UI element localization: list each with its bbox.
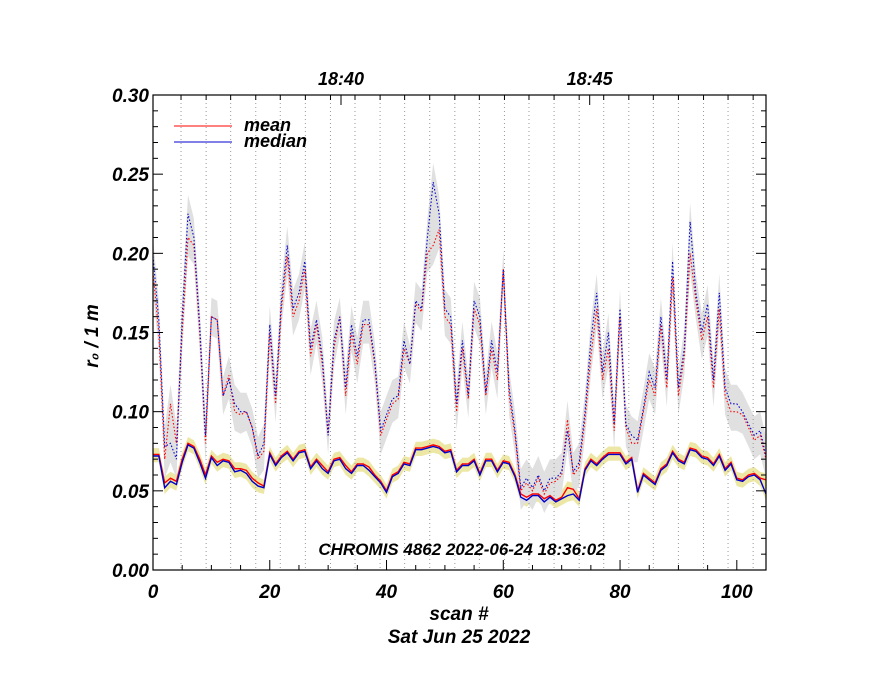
time-tick-label-0: 18:40: [318, 69, 364, 89]
y-tick-label-4: 0.20: [112, 244, 149, 265]
time-tick-label-1: 18:45: [567, 69, 614, 89]
plot-frame: [152, 94, 767, 571]
x-tick-label-1: 20: [258, 582, 281, 603]
series-line-median-low: [153, 443, 767, 503]
x-tick-label-3: 60: [493, 582, 515, 603]
series-line-mean-low: [153, 442, 767, 502]
y-tick-label-3: 0.15: [112, 324, 149, 345]
series-lines: [152, 181, 767, 503]
y-tick-label-5: 0.25: [112, 165, 149, 186]
legend: mean median: [174, 115, 307, 151]
y-tick-label-6: 0.30: [112, 86, 149, 107]
axis-ticks: [152, 94, 767, 571]
series-line-median-high: [152, 181, 767, 493]
x-axis-label: scan #: [429, 604, 489, 625]
y-axis-label: r₀ / 1 m: [82, 304, 103, 368]
x-tick-label-0: 0: [148, 582, 159, 603]
spread-bands: [153, 163, 766, 513]
legend-label-median: median: [244, 131, 307, 151]
minute-gridlines: [180, 95, 754, 570]
legend-label-mean: mean: [244, 115, 291, 135]
y-tick-label-0: 0.00: [112, 561, 149, 582]
x-axis-date-label: Sat Jun 25 2022: [388, 627, 531, 648]
tick-labels: 0 20 40 60 80 100 0.00 0.05 0.10 0.15 0.20 0.25 0.30…: [112, 69, 753, 603]
spread-band-high: [153, 163, 766, 513]
x-tick-label-2: 40: [375, 582, 398, 603]
chart-annotation: CHROMIS 4862 2022-06-24 18:36:02: [318, 540, 606, 559]
x-tick-label-5: 100: [721, 582, 753, 603]
y-tick-label-2: 0.10: [112, 403, 149, 424]
x-tick-label-4: 80: [609, 582, 631, 603]
y-tick-label-1: 0.05: [112, 482, 149, 503]
